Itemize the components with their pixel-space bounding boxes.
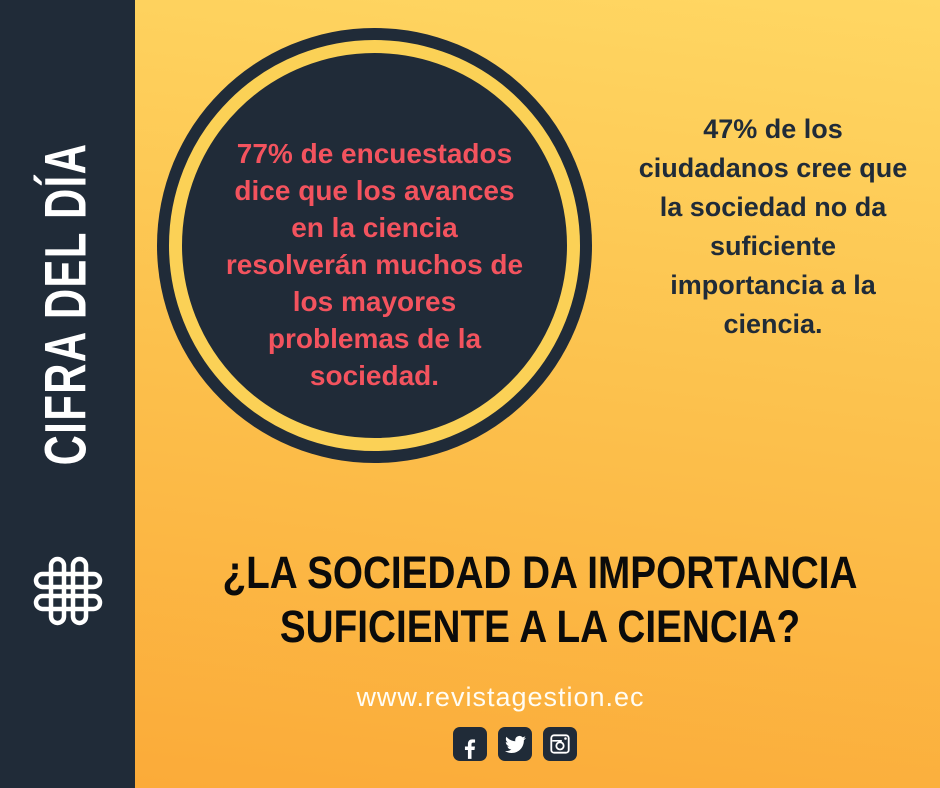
sidebar: CIFRA DEL DÍA — [0, 0, 135, 788]
hashtag-icon — [33, 556, 103, 626]
facebook-icon[interactable] — [453, 727, 487, 761]
right-stat-text: 47% de los ciudadanos cree que la socied… — [638, 114, 908, 339]
social-icons-row — [453, 727, 577, 761]
twitter-icon[interactable] — [498, 727, 532, 761]
stat-circle: 77% de encuestados dice que los avances … — [157, 28, 592, 463]
instagram-icon[interactable] — [543, 727, 577, 761]
sidebar-vertical-title: CIFRA DEL DÍA — [33, 142, 99, 466]
website-url: www.revistagestion.ec — [356, 682, 645, 712]
circle-stat-text: 77% de encuestados dice que los avances … — [225, 138, 524, 391]
headline: ¿LA SOCIEDAD DA IMPORTANCIA SUFICIENTE A… — [222, 547, 858, 652]
